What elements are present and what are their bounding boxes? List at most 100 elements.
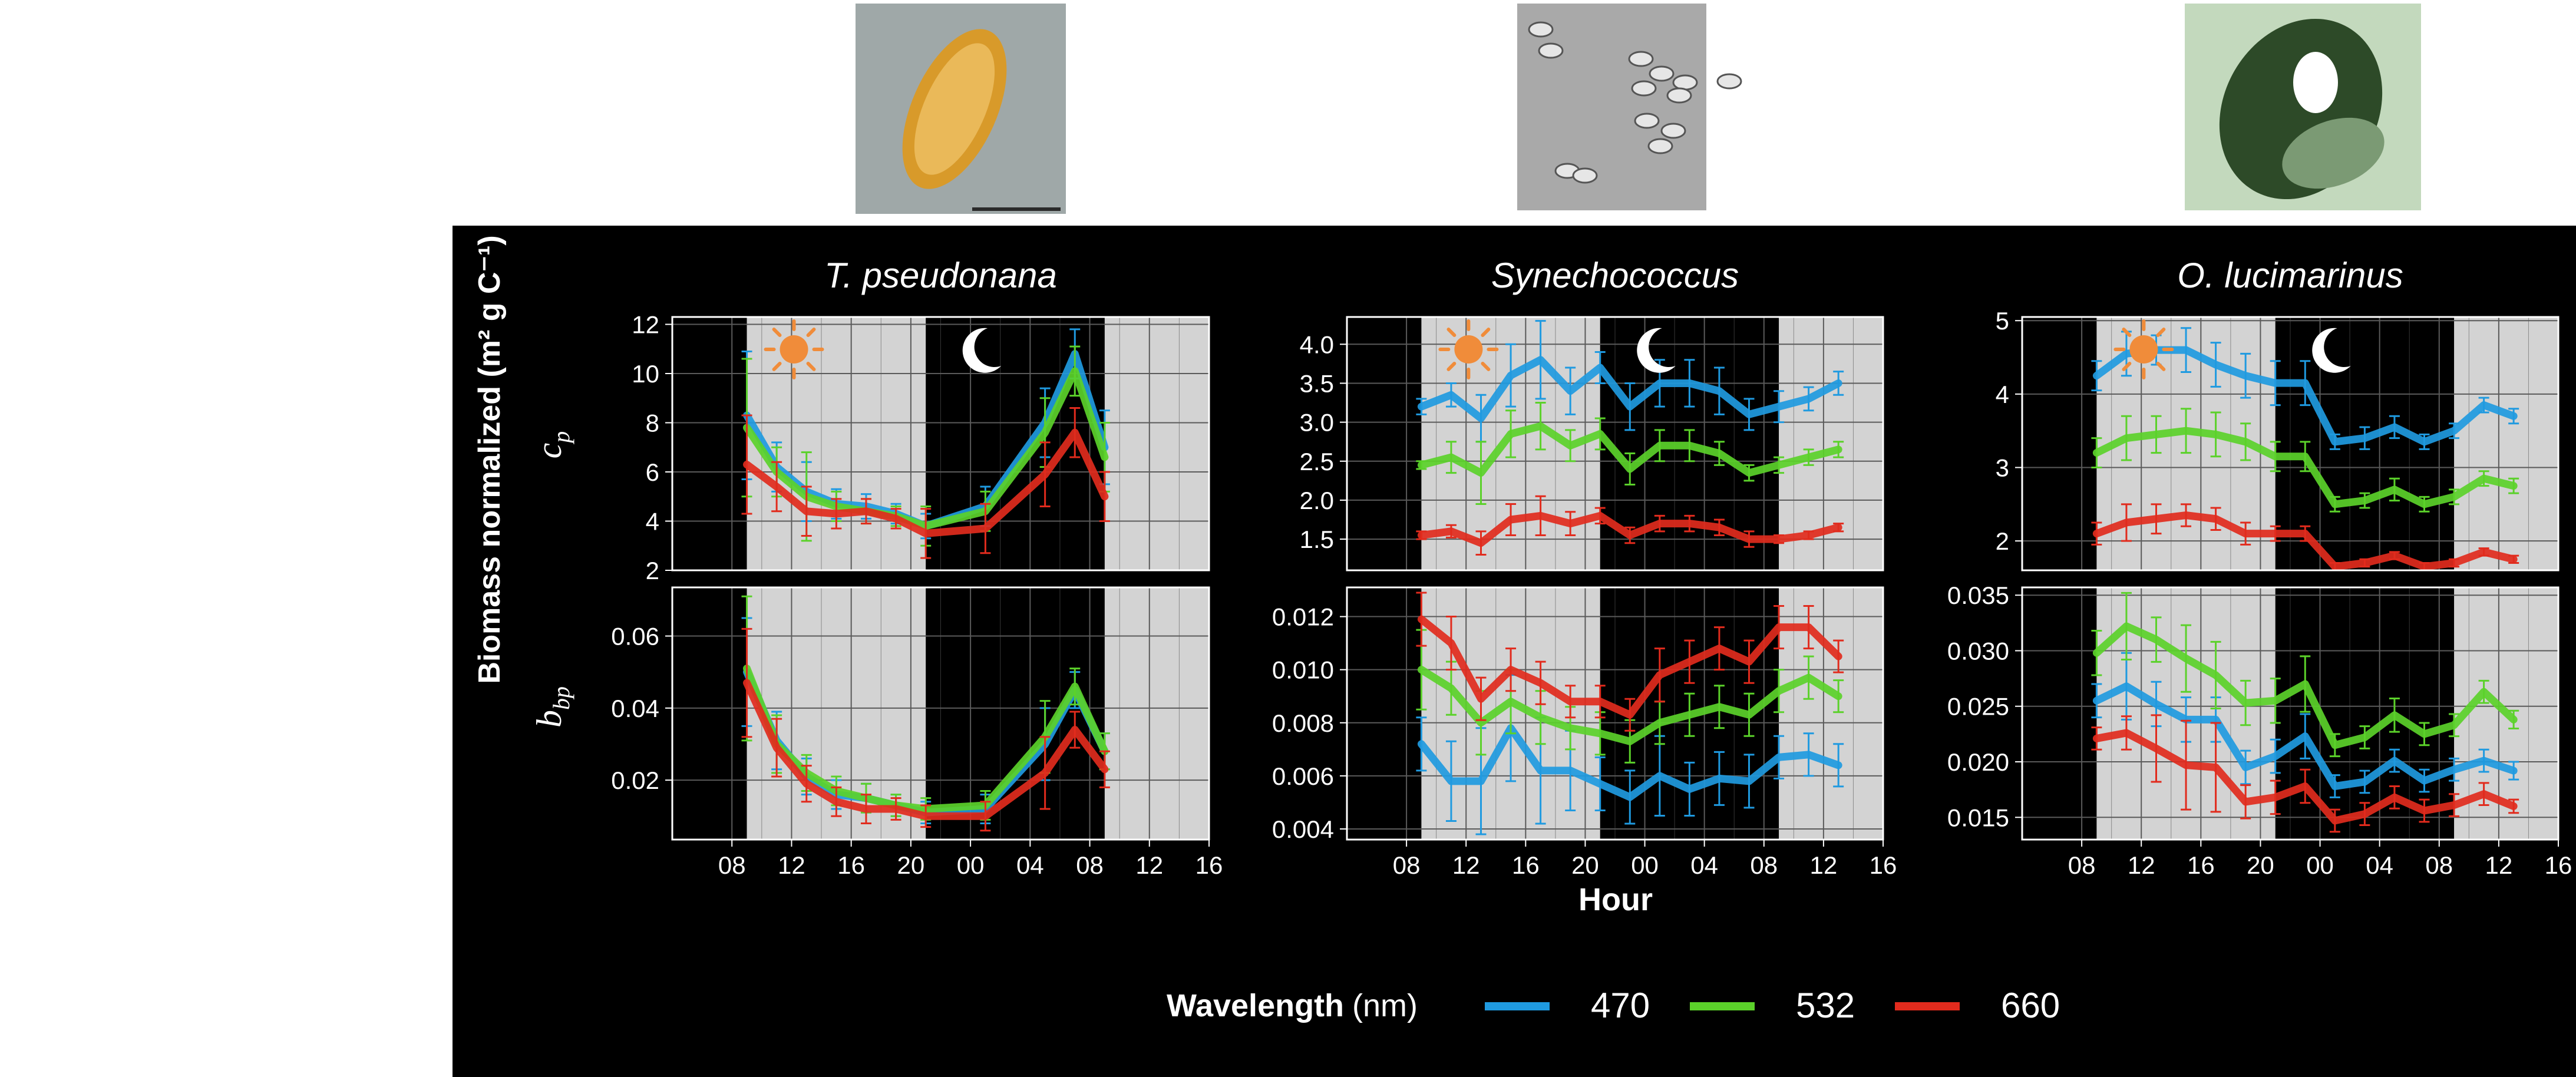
series-660 <box>1416 592 1844 732</box>
thumbnail-ostreococcus-image <box>2185 4 2421 210</box>
legend-title: Wavelength (nm) <box>1167 988 1418 1023</box>
row-label-bbp-base: b <box>530 710 569 728</box>
y-tick-label: 1.5 <box>1300 526 1334 553</box>
x-tick-label: 16 <box>1512 851 1540 879</box>
thumbnail-synechococcus-image <box>1517 4 1742 210</box>
y-tick-label: 0.04 <box>611 695 659 722</box>
sun-icon <box>764 319 824 379</box>
y-tick-label: 0.012 <box>1272 603 1334 631</box>
x-tick-label: 12 <box>1452 851 1480 879</box>
x-tick-label: 20 <box>897 851 925 879</box>
legend-entry-660: 660 <box>1895 986 2060 1025</box>
y-tick-label: 3 <box>1996 454 2009 482</box>
light-period-shade <box>747 317 926 570</box>
x-tick-label: 08 <box>1750 851 1778 879</box>
y-tick-label: 10 <box>632 360 659 388</box>
panel-frame <box>1346 316 1884 571</box>
svg-text:bbp: bbp <box>530 686 574 728</box>
series-line-660 <box>743 679 1109 820</box>
x-tick-label: 08 <box>2425 851 2453 879</box>
x-tick-label: 12 <box>2485 851 2513 879</box>
light-period-shade <box>1104 317 1209 570</box>
light-period-shade <box>2454 317 2558 570</box>
series-660 <box>741 627 1110 832</box>
panel-frame <box>2021 586 2560 841</box>
series-line-532 <box>1417 666 1842 745</box>
series-470 <box>1416 320 1844 443</box>
panel-o-lucimarinus-cp: 2 3 4 5 O. lucimarinus <box>1996 256 2560 571</box>
x-axis-title: Hour <box>1578 882 1653 917</box>
x-tick-label: 08 <box>718 851 746 879</box>
legend-entry-470: 470 <box>1485 986 1650 1025</box>
series-line-660 <box>2092 729 2518 825</box>
series-line-532 <box>1417 422 1842 477</box>
x-tick-label: 00 <box>1631 851 1659 879</box>
panel-frame <box>671 316 1210 571</box>
y-axis-title-units: (m² g C⁻¹) <box>473 235 507 377</box>
series-532 <box>2091 592 2519 758</box>
panel-frame <box>671 586 1210 841</box>
panel-synechococcus-cp: 1.5 2.0 2.5 3.0 3.5 4.0 Synechococcus <box>1300 256 1884 571</box>
panel-o-lucimarinus-bbp: 0.015 0.020 0.025 0.030 0.035 08 12 16 20 00 04 08 1… <box>1947 582 2572 879</box>
y-tick-label: 0.008 <box>1272 709 1334 737</box>
x-tick-label: 08 <box>2068 851 2096 879</box>
legend-entries: 470 532 660 <box>1485 986 2060 1025</box>
y-tick-label: 0.06 <box>611 623 659 650</box>
sun-icon <box>1438 319 1499 379</box>
x-tick-label: 08 <box>1076 851 1104 879</box>
y-tick-label: 4 <box>1996 381 2009 408</box>
y-tick-label: 2.0 <box>1300 487 1334 514</box>
x-tick-label: 12 <box>1135 851 1163 879</box>
series-660 <box>1416 495 1844 556</box>
thumbnail-diatom-image <box>856 4 1066 214</box>
series-line-470 <box>1417 356 1842 422</box>
panel-t-pseudonana-cp: 2 4 6 8 10 12 T. pseudonana <box>632 256 1210 584</box>
y-tick-label: 0.010 <box>1272 656 1334 684</box>
y-tick-label: 8 <box>646 409 659 437</box>
y-tick-label: 3.0 <box>1300 409 1334 437</box>
y-tick-label: 12 <box>632 311 659 339</box>
x-tick-label: 04 <box>2366 851 2393 879</box>
series-line-532 <box>2092 622 2518 749</box>
panel-frame <box>1346 586 1884 841</box>
y-tick-label: 2 <box>646 557 659 584</box>
panel-title: T. pseudonana <box>824 256 1057 295</box>
panel-frame <box>2021 316 2560 571</box>
series-660 <box>2091 503 2519 571</box>
series-line-532 <box>2092 427 2518 508</box>
y-tick-label: 0.004 <box>1272 815 1334 843</box>
y-tick-label: 3.5 <box>1300 369 1334 397</box>
x-tick-label: 16 <box>2187 851 2215 879</box>
x-tick-label: 00 <box>2306 851 2334 879</box>
x-tick-label: 04 <box>1690 851 1718 879</box>
y-tick-label: 0.030 <box>1947 637 2009 665</box>
y-axis-title-main: Biomass normalized <box>473 378 507 684</box>
x-tick-label: 16 <box>2545 851 2572 879</box>
x-tick-label: 16 <box>837 851 865 879</box>
series-660 <box>741 407 1110 559</box>
x-tick-label: 20 <box>2247 851 2274 879</box>
svg-text:cp: cp <box>530 431 574 459</box>
x-tick-label: 16 <box>1195 851 1223 879</box>
y-tick-label: 0.006 <box>1272 762 1334 790</box>
x-tick-label: 12 <box>1810 851 1838 879</box>
series-line-660 <box>2092 511 2518 571</box>
x-tick-label: 00 <box>957 851 985 879</box>
series-line-660 <box>1417 511 1842 547</box>
row-label-cp: cp <box>530 431 574 459</box>
x-tick-label: 12 <box>2128 851 2155 879</box>
y-tick-label: 4 <box>646 508 659 536</box>
legend-title-text: Wavelength <box>1167 988 1344 1023</box>
panel-synechococcus-bbp: 0.004 0.006 0.008 0.010 0.012 08 12 16 20 00 04 08 1… <box>1272 586 1897 879</box>
y-tick-label: 0.02 <box>611 767 659 794</box>
sun-icon <box>2113 319 2174 379</box>
series-line-660 <box>743 428 1109 537</box>
series-532 <box>1416 402 1844 506</box>
y-tick-label: 0.035 <box>1947 582 2009 609</box>
series-660 <box>2091 714 2519 833</box>
y-tick-label: 0.025 <box>1947 693 2009 721</box>
row-label-bbp-sub: bp <box>548 686 574 710</box>
legend-title-unit: (nm) <box>1352 988 1418 1023</box>
y-axis-title: Biomass normalized (m² g C⁻¹) <box>473 235 507 683</box>
